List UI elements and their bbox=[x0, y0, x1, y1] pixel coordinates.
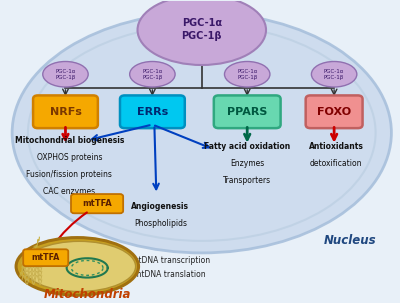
Text: Angiogenesis: Angiogenesis bbox=[131, 202, 189, 211]
Text: ERRs: ERRs bbox=[137, 107, 168, 117]
Ellipse shape bbox=[16, 238, 138, 295]
Ellipse shape bbox=[43, 62, 88, 87]
Text: mtTFA: mtTFA bbox=[82, 199, 112, 208]
FancyBboxPatch shape bbox=[33, 95, 98, 128]
Text: Transporters: Transporters bbox=[223, 176, 271, 185]
Text: OXPHOS proteins: OXPHOS proteins bbox=[37, 153, 102, 162]
FancyBboxPatch shape bbox=[306, 95, 362, 128]
Text: mtDNA transcription: mtDNA transcription bbox=[131, 256, 210, 265]
Text: NRFs: NRFs bbox=[50, 107, 82, 117]
Text: CAC enzymes: CAC enzymes bbox=[43, 187, 96, 196]
Text: PGC-1α
PGC-1β: PGC-1α PGC-1β bbox=[55, 69, 76, 80]
FancyBboxPatch shape bbox=[138, 0, 266, 65]
Text: Phospholipids: Phospholipids bbox=[134, 219, 187, 228]
Text: PGC-1α
PGC-1β: PGC-1α PGC-1β bbox=[182, 18, 222, 41]
Ellipse shape bbox=[224, 62, 270, 87]
Text: PGC-1α
PGC-1β: PGC-1α PGC-1β bbox=[142, 69, 162, 80]
Text: FOXO: FOXO bbox=[317, 107, 351, 117]
Text: Mitochondria: Mitochondria bbox=[44, 288, 131, 301]
FancyBboxPatch shape bbox=[120, 95, 185, 128]
Ellipse shape bbox=[312, 62, 357, 87]
Text: detoxification: detoxification bbox=[310, 159, 362, 168]
Ellipse shape bbox=[23, 241, 136, 291]
Text: Fusion/fission proteins: Fusion/fission proteins bbox=[26, 170, 112, 179]
Text: Antioxidants: Antioxidants bbox=[309, 142, 364, 151]
Text: Enzymes: Enzymes bbox=[230, 159, 264, 168]
FancyBboxPatch shape bbox=[23, 249, 68, 266]
FancyBboxPatch shape bbox=[71, 194, 123, 213]
Text: PGC-1α
PGC-1β: PGC-1α PGC-1β bbox=[324, 69, 344, 80]
Text: mtDNA translation: mtDNA translation bbox=[134, 270, 206, 279]
Text: Mitochondrial biogenesis: Mitochondrial biogenesis bbox=[15, 136, 124, 145]
Text: Nucleus: Nucleus bbox=[324, 235, 376, 247]
Text: Fatty acid oxidation: Fatty acid oxidation bbox=[204, 142, 290, 151]
Text: PGC-1α
PGC-1β: PGC-1α PGC-1β bbox=[237, 69, 257, 80]
FancyBboxPatch shape bbox=[214, 95, 280, 128]
Text: mtTFA: mtTFA bbox=[32, 253, 60, 262]
Ellipse shape bbox=[12, 13, 392, 253]
Ellipse shape bbox=[130, 62, 175, 87]
Text: PPARS: PPARS bbox=[227, 107, 267, 117]
